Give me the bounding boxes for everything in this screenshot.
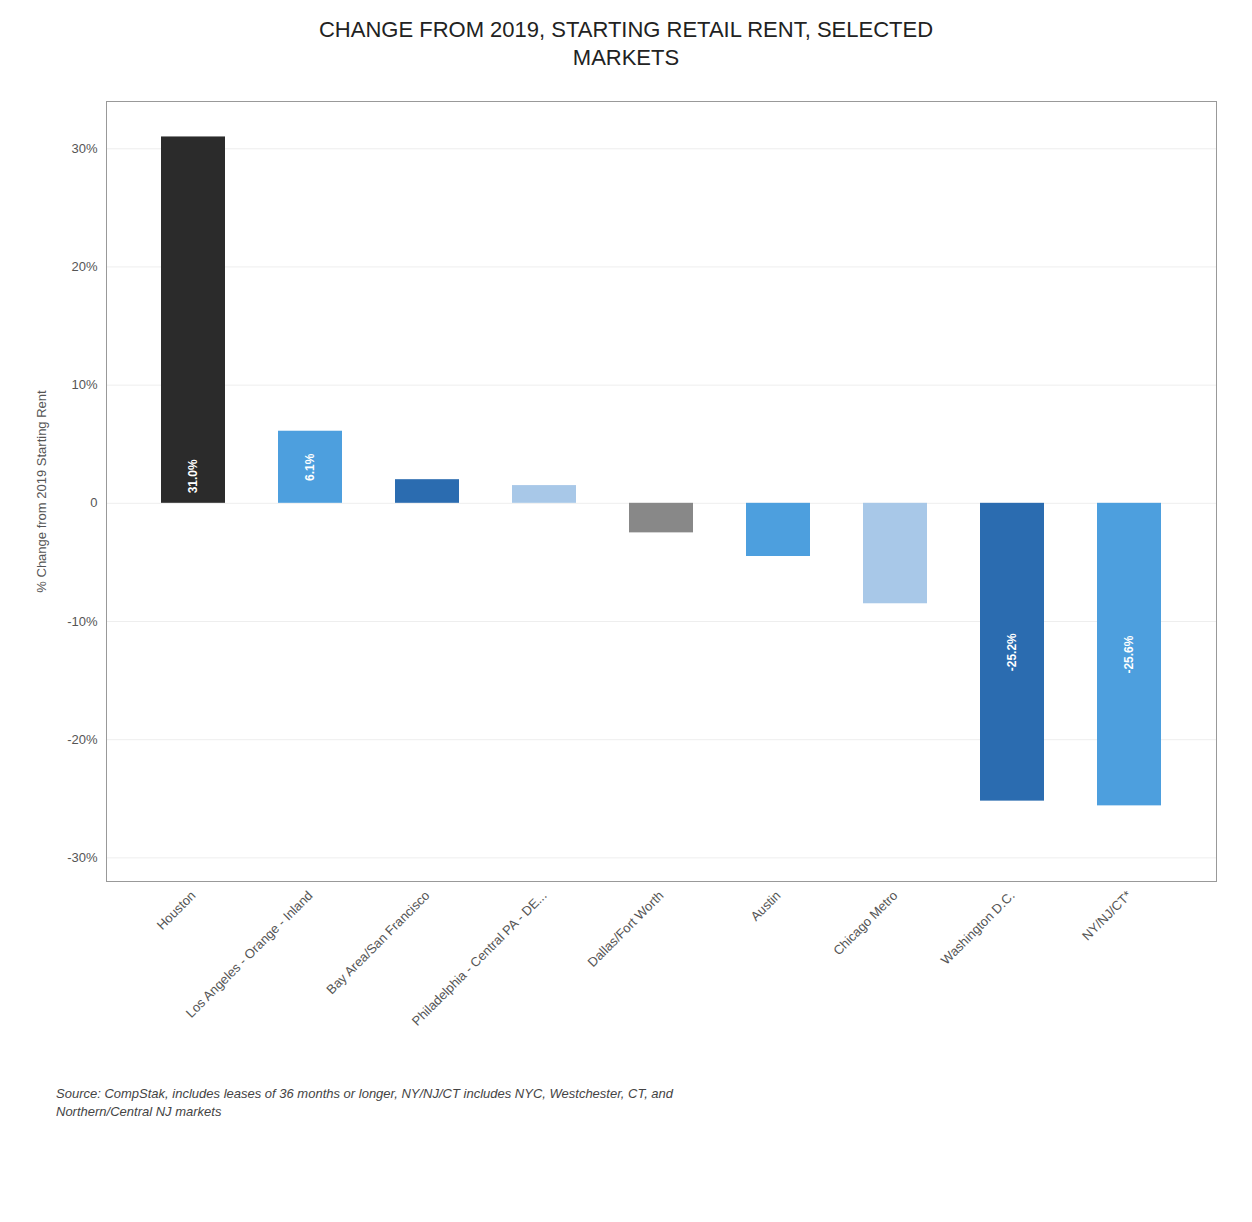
svg-text:Los Angeles - Orange - Inland: Los Angeles - Orange - Inland bbox=[183, 888, 316, 1021]
svg-text:-25.2%: -25.2% bbox=[1005, 633, 1019, 671]
svg-text:31.0%: 31.0% bbox=[186, 459, 200, 493]
svg-text:-20%: -20% bbox=[67, 732, 98, 747]
svg-text:Philadelphia - Central PA - DE: Philadelphia - Central PA - DE... bbox=[409, 888, 550, 1029]
html-text:Source: CompStak, includes lea: Source: CompStak, includes leases of 36 … bbox=[56, 1086, 674, 1119]
svg-text:20%: 20% bbox=[71, 259, 97, 274]
svg-text:30%: 30% bbox=[71, 141, 97, 156]
svg-text:NY/NJ/CT*: NY/NJ/CT* bbox=[1079, 888, 1135, 944]
svg-text:Washington D.C.: Washington D.C. bbox=[938, 888, 1018, 968]
svg-text:Bay Area/San Francisco: Bay Area/San Francisco bbox=[323, 888, 432, 997]
svg-text:Dallas/Fort Worth: Dallas/Fort Worth bbox=[585, 888, 667, 970]
svg-text:-10%: -10% bbox=[67, 614, 98, 629]
svg-text:6.1%: 6.1% bbox=[303, 453, 317, 481]
svg-text:0: 0 bbox=[90, 495, 97, 510]
svg-text:-30%: -30% bbox=[67, 850, 98, 865]
svg-text:10%: 10% bbox=[71, 377, 97, 392]
svg-text:Houston: Houston bbox=[154, 888, 199, 933]
svg-text:Chicago Metro: Chicago Metro bbox=[830, 888, 900, 958]
html-text:CHANGE FROM 2019, STARTING RET: CHANGE FROM 2019, STARTING RETAIL RENT, … bbox=[319, 17, 933, 70]
svg-text:% Change from 2019 Starting Re: % Change from 2019 Starting Rent bbox=[34, 390, 49, 593]
svg-text:Austin: Austin bbox=[747, 888, 783, 924]
svg-text:-25.6%: -25.6% bbox=[1122, 635, 1136, 673]
